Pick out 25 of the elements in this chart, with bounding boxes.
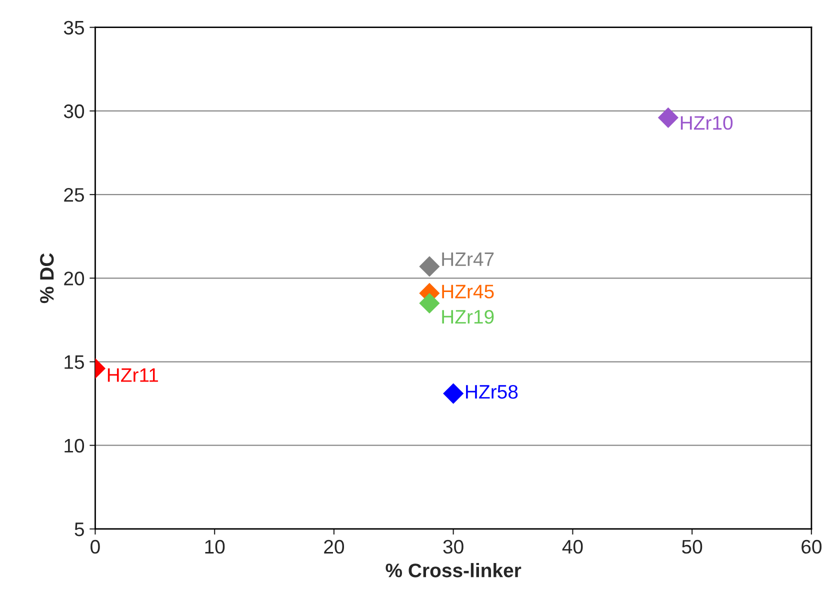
series-label: HZr45 [442,284,494,298]
point [443,383,464,404]
x-tick-label: 0 [90,540,100,554]
series-label: HZr19 [442,310,494,324]
y-tick-label: 5 [74,522,84,536]
point [419,256,440,277]
point [419,292,440,314]
x-tick-label: 60 [802,540,822,554]
x-tick-label: 50 [682,540,702,554]
series-label: HZr58 [466,384,518,399]
x-tick-label: 10 [205,540,225,554]
x-axis-title: % Cross-linker [386,563,522,578]
y-tick-label: 20 [64,272,84,286]
x-tick-label: 40 [562,540,583,554]
series-label: HZr10 [680,116,733,130]
y-axis-title: % DC [40,253,54,304]
series-label: HZr47 [442,252,494,266]
y-tick-label: 25 [64,188,84,202]
y-tick-label: 15 [64,355,84,369]
x-tick-label: 30 [443,540,464,554]
y-tick-label: 30 [64,104,84,118]
y-tick-label: 35 [64,20,84,35]
y-tick-label: 10 [64,438,84,453]
x-tick-label: 20 [324,540,344,554]
series-label: HZr11 [108,368,158,382]
